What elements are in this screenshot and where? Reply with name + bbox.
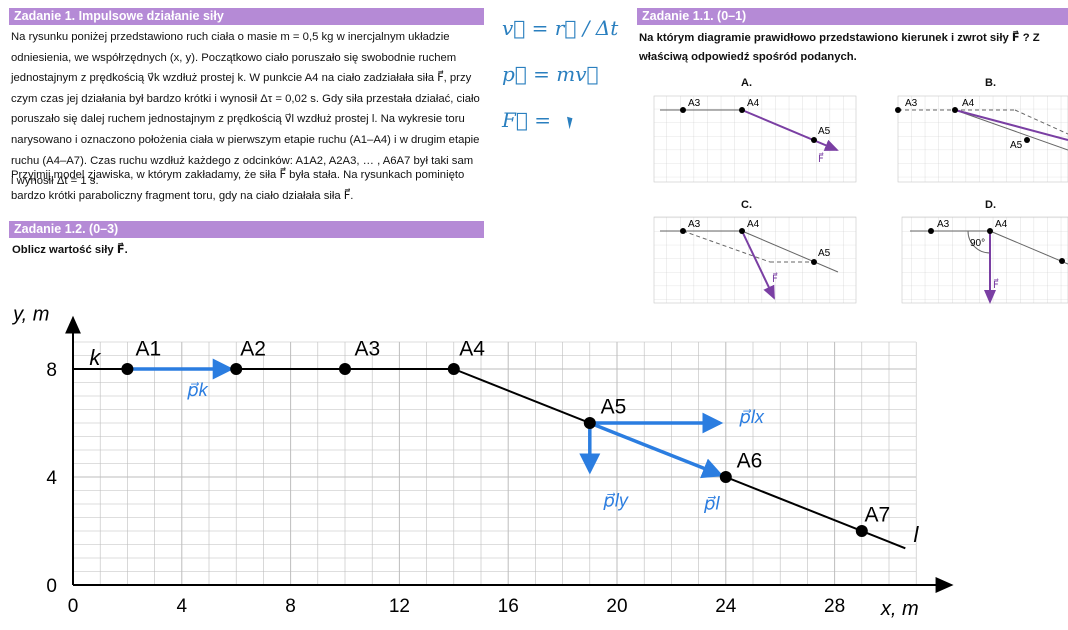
option-a-diagram[interactable]: A3 A4 A5 F⃗ [653,95,857,183]
task1-line: odniesienia, we współrzędnych (x, y). Po… [11,51,457,64]
trajectory-point [339,363,351,375]
x-tick-label: 28 [824,596,845,617]
vector-label: p⃗ly [602,491,628,511]
option-c-force-label: F⃗ [772,272,778,285]
trajectory-point [230,363,243,375]
option-b-point-label: A4 [962,98,975,109]
pen-cursor-icon [567,116,573,130]
option-b-diagram[interactable]: A3 A4 A5 [895,95,1068,183]
point-label: A6 [737,450,763,473]
task12-header: Zadanie 1.2. (0–3) [9,221,484,238]
trajectory-point [583,417,596,429]
trajectory-points [121,363,868,537]
option-d-angle-label: 90° [970,238,985,249]
vector-label: p⃗k [186,380,208,400]
task12-question: Oblicz wartość siły F⃗. [12,244,128,256]
option-d-label: D. [985,199,996,211]
point-label: A2 [240,338,266,361]
momentum-vector [589,421,724,479]
chart-axes [65,315,954,593]
option-b-label: B. [985,77,996,89]
note-velocity: v⃗ = r⃗ / Δt [502,16,619,40]
option-a-force-label: F⃗ [818,152,824,165]
task11-question-line: właściwą odpowiedź spośród podanych. [639,51,857,63]
task1-paragraph: Na rysunku poniżej przedstawiono ruch ci… [11,27,481,192]
x-tick-label: 20 [606,596,627,617]
task1-line: i wynosił Δt = 1 s. [11,175,99,188]
trajectory-point [121,363,134,375]
task11-question: Na którym diagramie prawidłowo przedstaw… [639,29,1068,67]
task1-line: jednostajnym z prędkością v⃗k wzdłuż pro… [11,72,472,85]
x-tick-label: 24 [715,596,737,617]
option-c-point-label: A3 [688,219,701,230]
task1-header: Zadanie 1. Impulsowe działanie siły [9,8,484,25]
task1-line: czym czas jej działania był bardzo krótk… [11,92,480,105]
line-l-label: l [913,522,919,547]
x-tick-label: 8 [285,596,296,617]
option-c-point-label: A4 [747,219,760,230]
vector-label: p⃗l [703,493,720,513]
x-axis-label: x, m [880,598,919,620]
option-b-point-label: A5 [1010,140,1023,151]
task11-header: Zadanie 1.1. (0–1) [637,8,1068,25]
x-tick-label: 12 [389,596,410,617]
point-label: A7 [865,504,891,527]
option-a-label: A. [741,77,752,89]
task1-line: narysowano i oznaczono położenia ciała w… [11,133,480,146]
task1-line: bardzo krótki paraboliczny fragment toru… [11,189,354,202]
line-k-label: k [89,345,101,370]
option-d-point-label: A4 [995,219,1008,230]
x-tick-label: 4 [177,596,188,617]
point-label: A5 [601,396,627,419]
task11-question-line: Na którym diagramie prawidłowo przedstaw… [639,32,1040,44]
momentum-vectors [127,358,724,479]
task1-line: poruszało się dalej ruchem jednostajnym … [11,113,465,126]
task1-paragraph-2: Przyjmij model zjawiska, w którym zakład… [11,165,481,206]
y-tick-label: 4 [46,468,57,489]
option-c-point-label: A5 [818,248,831,259]
option-d-force-label: F⃗ [993,278,999,291]
chart-labels: 0 4 8 12 16 20 24 28 0 4 8 x, m y, m k l p⃗k p⃗lx p⃗ly p⃗l… [11,303,919,620]
task1-line: Na rysunku poniżej przedstawiono ruch ci… [11,31,450,43]
x-tick-label: 0 [68,596,79,617]
point-label: A4 [459,338,485,361]
vector-label: p⃗lx [738,407,764,427]
trajectory-point [855,525,868,537]
option-d-point-label: A3 [937,219,950,230]
y-tick-label: 8 [46,360,57,381]
option-a-point-label: A4 [747,98,760,109]
option-c-label: C. [741,199,752,211]
option-c-diagram[interactable]: A3 A4 A5 F⃗ [653,216,857,304]
option-b-point-label: A3 [905,98,918,109]
answer-diagrams: A3 A4 A5 F⃗ A3 A4 A5 A3 A4 A5 F⃗ [653,95,1068,304]
point-label: A1 [136,338,162,361]
point-label: A3 [355,338,381,361]
option-d-diagram[interactable]: A3 A4 90° F⃗ [901,216,1068,304]
y-axis-label: y, m [11,303,49,325]
task1-line: ruchu (A4–A7). Czas ruchu wzdłuż każdego… [11,154,474,167]
option-a-point-label: A5 [818,126,831,137]
task1-line: Przyjmij model zjawiska, w którym zakład… [11,169,465,181]
note-momentum: p⃗ = mv⃗ [502,62,599,86]
option-a-point-label: A3 [688,98,701,109]
chart-grid [72,341,917,586]
x-tick-label: 16 [498,596,519,617]
trajectory-point [719,471,732,483]
y-tick-label: 0 [46,576,57,597]
trajectory-point [447,363,460,375]
note-force: F⃗ = [502,108,551,132]
